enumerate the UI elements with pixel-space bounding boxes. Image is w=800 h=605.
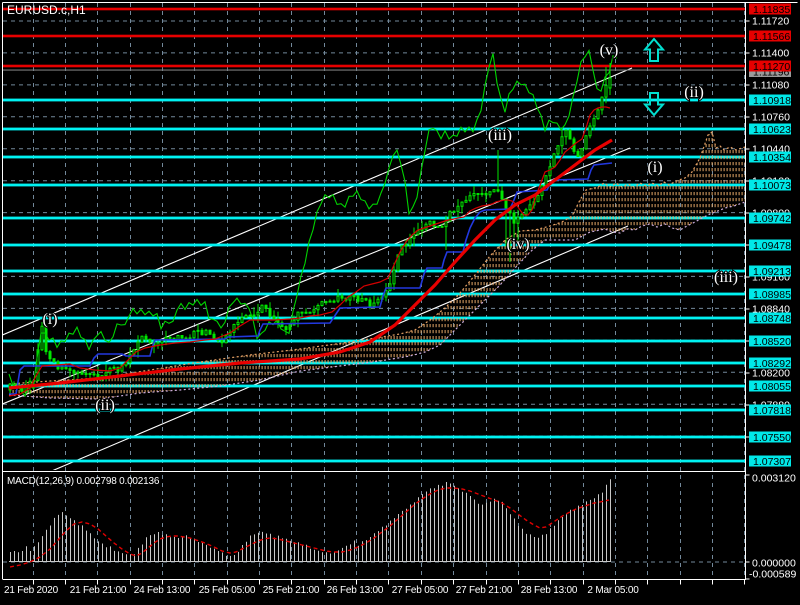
svg-text:1.11835: 1.11835 bbox=[753, 4, 790, 16]
svg-text:(iv): (iv) bbox=[506, 236, 529, 253]
svg-text:EURUSD.c,H1: EURUSD.c,H1 bbox=[7, 3, 86, 17]
svg-text:1.09213: 1.09213 bbox=[753, 266, 791, 278]
svg-text:28 Feb 13:00: 28 Feb 13:00 bbox=[521, 585, 578, 596]
svg-text:(i): (i) bbox=[42, 311, 57, 328]
svg-text:26 Feb 13:00: 26 Feb 13:00 bbox=[327, 585, 384, 596]
svg-text:(iii): (iii) bbox=[714, 269, 738, 286]
svg-text:21 Feb 21:00: 21 Feb 21:00 bbox=[70, 585, 127, 596]
svg-text:1.08748: 1.08748 bbox=[753, 313, 791, 325]
svg-text:1.08055: 1.08055 bbox=[753, 381, 791, 393]
svg-text:0.000000: 0.000000 bbox=[752, 558, 796, 570]
svg-text:1.07550: 1.07550 bbox=[753, 432, 791, 444]
svg-text:1.10623: 1.10623 bbox=[753, 124, 791, 136]
svg-text:1.07818: 1.07818 bbox=[753, 405, 791, 417]
svg-text:1.09742: 1.09742 bbox=[753, 213, 791, 225]
svg-text:(ii): (ii) bbox=[684, 84, 704, 101]
svg-text:1.09478: 1.09478 bbox=[753, 240, 791, 252]
svg-text:27 Feb 21:00: 27 Feb 21:00 bbox=[456, 585, 513, 596]
svg-text:(iii): (iii) bbox=[488, 127, 512, 144]
svg-text:25 Feb 21:00: 25 Feb 21:00 bbox=[263, 585, 320, 596]
svg-text:1.11400: 1.11400 bbox=[752, 48, 789, 60]
svg-text:1.11566: 1.11566 bbox=[753, 31, 790, 43]
svg-text:1.10918: 1.10918 bbox=[753, 95, 791, 107]
svg-text:0.003120: 0.003120 bbox=[752, 473, 796, 485]
svg-text:1.11720: 1.11720 bbox=[752, 16, 789, 28]
svg-text:1.07307: 1.07307 bbox=[753, 456, 791, 468]
svg-text:MACD(12,26,9) 0.002798 0.00213: MACD(12,26,9) 0.002798 0.002136 bbox=[7, 476, 160, 487]
svg-text:(ii): (ii) bbox=[95, 397, 115, 414]
svg-text:1.11080: 1.11080 bbox=[752, 80, 789, 92]
svg-text:1.08985: 1.08985 bbox=[753, 289, 791, 301]
svg-text:1.08520: 1.08520 bbox=[753, 336, 791, 348]
svg-text:1.11270: 1.11270 bbox=[753, 61, 790, 73]
svg-text:1.10073: 1.10073 bbox=[753, 180, 791, 192]
svg-text:1.10354: 1.10354 bbox=[753, 152, 791, 164]
svg-text:24 Feb 13:00: 24 Feb 13:00 bbox=[134, 585, 191, 596]
svg-text:1.08200: 1.08200 bbox=[752, 368, 790, 380]
svg-text:1.10760: 1.10760 bbox=[752, 112, 790, 124]
svg-text:(v): (v) bbox=[600, 42, 619, 59]
svg-text:21 Feb 2020: 21 Feb 2020 bbox=[4, 585, 59, 596]
svg-text:27 Feb 05:00: 27 Feb 05:00 bbox=[392, 585, 449, 596]
svg-text:25 Feb 05:00: 25 Feb 05:00 bbox=[199, 585, 256, 596]
svg-text:2 Mar 05:00: 2 Mar 05:00 bbox=[587, 585, 639, 596]
svg-text:-0.000589: -0.000589 bbox=[749, 569, 796, 581]
svg-text:1.08292: 1.08292 bbox=[753, 358, 791, 370]
svg-text:(i): (i) bbox=[647, 159, 662, 176]
